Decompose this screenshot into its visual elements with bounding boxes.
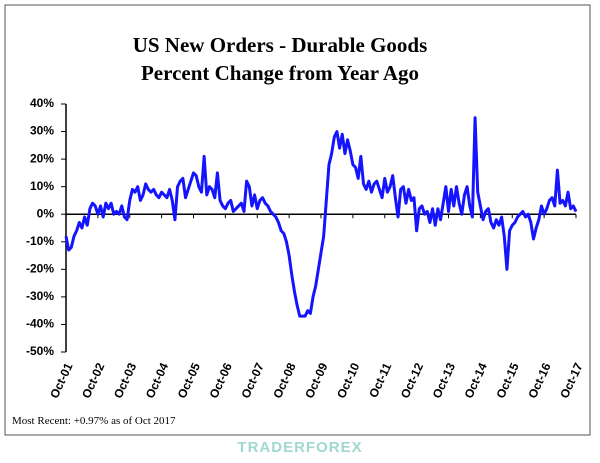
y-tick-label: -50%	[26, 344, 54, 358]
x-tick-label: Oct-08	[270, 360, 299, 400]
x-tick-label: Oct-07	[238, 360, 267, 400]
y-tick-label: -20%	[26, 262, 54, 276]
y-tick-label: 20%	[30, 151, 54, 165]
y-tick-label: 0%	[37, 206, 55, 220]
x-tick-label: Oct-03	[111, 360, 140, 400]
x-tick-label: Oct-11	[366, 360, 394, 399]
x-tick-label: Oct-13	[430, 360, 459, 400]
footnote: Most Recent: +0.97% as of Oct 2017	[12, 415, 176, 427]
y-tick-label: -30%	[26, 289, 54, 303]
x-tick-label: Oct-09	[302, 360, 331, 400]
x-tick-label: Oct-16	[525, 360, 554, 400]
x-tick-label: Oct-05	[175, 360, 204, 400]
x-tick-label: Oct-14	[461, 360, 490, 400]
y-tick-label: 40%	[30, 96, 54, 110]
x-tick-label: Oct-06	[206, 360, 235, 400]
watermark: TRADERFOREX	[237, 439, 362, 456]
data-line	[64, 116, 578, 318]
x-tick-label: Oct-04	[143, 360, 172, 400]
frame	[4, 4, 591, 436]
y-tick-label: -40%	[26, 317, 54, 331]
x-tick-label: Oct-17	[557, 360, 586, 400]
x-tick-label: Oct-01	[47, 360, 76, 400]
y-tick-label: 10%	[30, 179, 54, 193]
y-tick-label: -10%	[26, 234, 54, 248]
chart-subtitle: Percent Change from Year Ago	[141, 61, 419, 85]
x-tick-label: Oct-10	[334, 360, 363, 400]
chart-title: US New Orders - Durable Goods	[133, 33, 428, 57]
x-tick-label: Oct-02	[79, 360, 108, 400]
x-tick-label: Oct-12	[398, 360, 427, 400]
x-tick-label: Oct-15	[493, 360, 522, 400]
y-tick-label: 30%	[30, 124, 54, 138]
